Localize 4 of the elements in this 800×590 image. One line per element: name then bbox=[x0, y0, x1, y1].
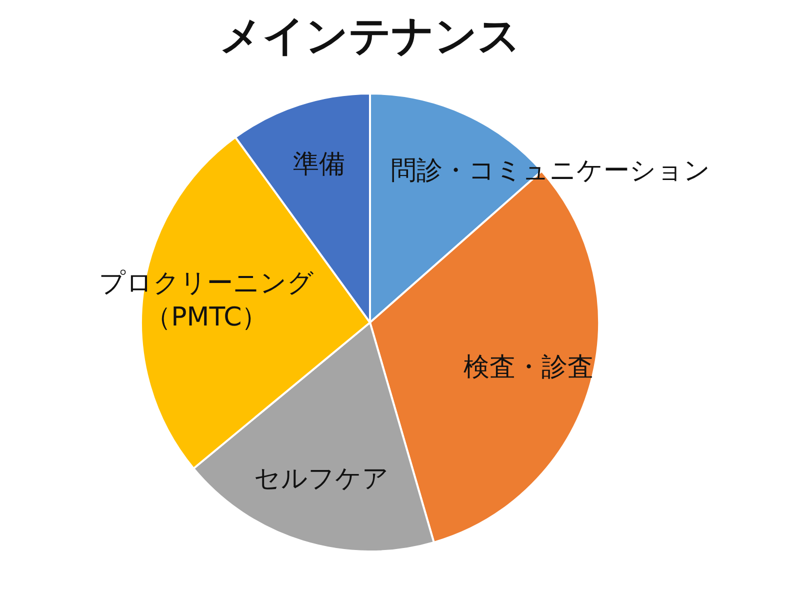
chart-title: メインテナンス bbox=[218, 10, 522, 62]
slice-label: 検査・診査 bbox=[463, 352, 594, 382]
slice-label: セルフケア bbox=[254, 464, 390, 494]
slice-label: 準備 bbox=[293, 149, 346, 180]
